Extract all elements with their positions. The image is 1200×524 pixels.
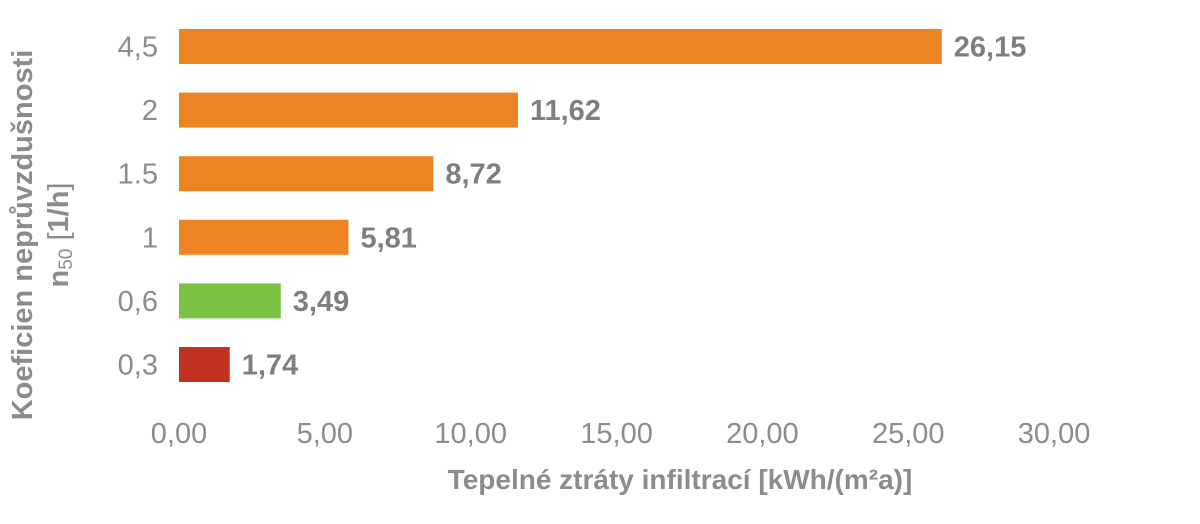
x-tick-label-5: 5,00 — [297, 418, 353, 450]
bar-0-6 — [179, 283, 281, 319]
bar-2 — [179, 92, 518, 128]
value-label-2: 11,62 — [530, 95, 601, 127]
y-tick-label-2: 2 — [142, 95, 158, 127]
x-tick-label-25: 25,00 — [872, 418, 945, 450]
value-label-0-3: 1,74 — [242, 350, 298, 382]
value-label-1: 5,81 — [360, 222, 416, 254]
x-axis-title: Tepelné ztráty infiltrací [kWh/(m²a)] — [448, 464, 913, 495]
x-tick-labels: 0,00 5,00 10,00 15,00 20,00 25,00 30,00 — [151, 418, 1091, 450]
y-axis-title-subscript: 50 — [56, 248, 77, 270]
y-tick-label-0-3: 0,3 — [118, 350, 158, 382]
value-label-4-5: 26,15 — [954, 32, 1027, 64]
y-axis-title-line2: n50 [1/h] — [41, 50, 85, 421]
y-tick-label-1: 1 — [142, 222, 158, 254]
y-axis-title: Koeficien neprůvzdušnosti n50 [1/h] — [5, 50, 85, 421]
x-tick-label-20: 20,00 — [726, 418, 799, 450]
bar-1-5 — [179, 156, 434, 192]
y-axis-title-symbol: n — [43, 269, 75, 288]
y-tick-label-4-5: 4,5 — [118, 32, 158, 64]
y-axis-title-unit: 1/h — [43, 190, 75, 233]
bars-group — [179, 29, 942, 382]
y-tick-labels: 4,5 2 1.5 1 0,6 0,3 — [118, 32, 158, 382]
bar-4-5 — [179, 29, 942, 64]
value-label-0-6: 3,49 — [293, 286, 349, 318]
y-axis-title-bracket-open: [ — [43, 232, 75, 249]
value-label-1-5: 8,72 — [445, 159, 501, 191]
y-tick-label-0-6: 0,6 — [118, 286, 158, 318]
bar-0-3 — [179, 347, 230, 382]
x-tick-label-0: 0,00 — [151, 418, 207, 450]
y-axis-title-line1: Koeficien neprůvzdušnosti — [7, 49, 39, 421]
y-tick-label-1-5: 1.5 — [118, 159, 158, 191]
bar-1 — [179, 219, 349, 255]
x-tick-label-10: 10,00 — [434, 418, 507, 450]
x-tick-label-30: 30,00 — [1018, 418, 1091, 450]
x-tick-label-15: 15,00 — [580, 418, 653, 450]
value-labels: 26,15 11,62 8,72 5,81 3,49 1,74 — [242, 32, 1027, 382]
y-axis-title-bracket-close: ] — [43, 182, 75, 191]
y-axis-title-container: Koeficien neprůvzdušnosti n50 [1/h] — [0, 0, 90, 470]
